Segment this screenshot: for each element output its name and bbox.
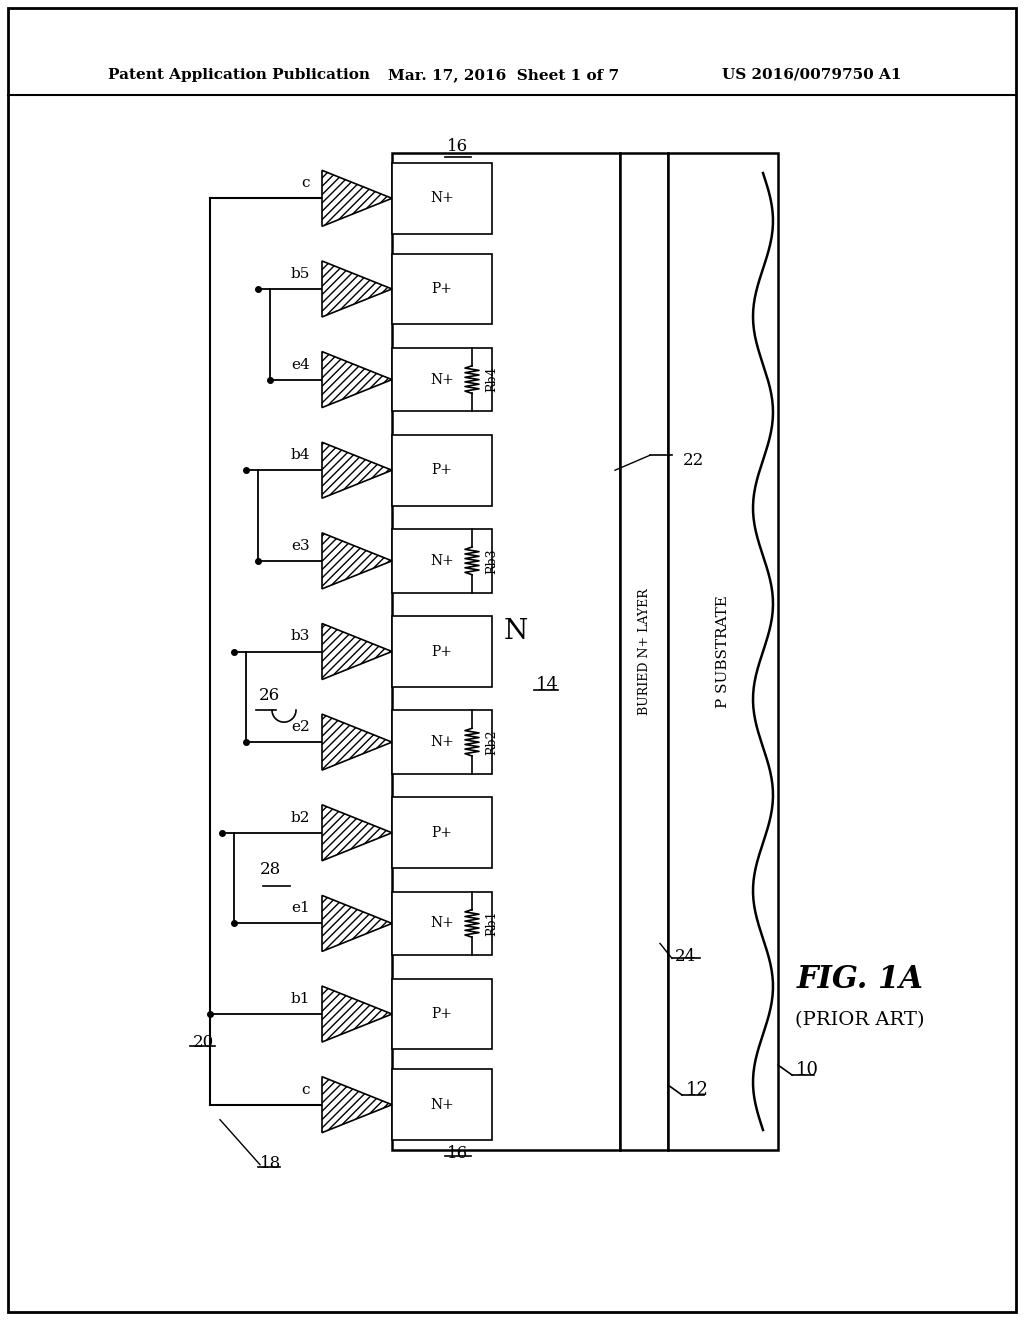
Text: (PRIOR ART): (PRIOR ART) [796,1011,925,1030]
Text: N+: N+ [430,1098,454,1111]
Text: Patent Application Publication: Patent Application Publication [108,69,370,82]
Text: b5: b5 [291,267,310,281]
Text: P+: P+ [431,826,453,840]
Polygon shape [322,714,392,770]
Bar [392,710,492,774]
Text: N+: N+ [430,191,454,206]
Bar [620,153,668,1150]
Text: 28: 28 [259,862,281,878]
Text: 12: 12 [686,1081,709,1100]
Bar [392,162,492,234]
Text: BURIED N+ LAYER: BURIED N+ LAYER [638,589,650,715]
Polygon shape [322,895,392,952]
Bar [392,434,492,506]
Text: N+: N+ [430,916,454,931]
Bar [392,253,492,325]
Bar [392,891,492,956]
Text: b3: b3 [291,630,310,644]
Bar [392,153,620,1150]
Text: P SUBSTRATE: P SUBSTRATE [716,595,730,708]
Text: c: c [301,1082,310,1097]
Bar [392,347,492,412]
Polygon shape [322,533,392,589]
Text: Mar. 17, 2016  Sheet 1 of 7: Mar. 17, 2016 Sheet 1 of 7 [388,69,620,82]
Text: e4: e4 [291,358,310,372]
Text: 26: 26 [258,688,280,704]
Text: c: c [301,177,310,190]
Text: 18: 18 [260,1155,282,1172]
Bar [668,153,778,1150]
Polygon shape [322,351,392,408]
Text: Rb1: Rb1 [485,911,498,936]
Text: 10: 10 [796,1061,819,1078]
Text: 22: 22 [683,451,705,469]
Text: b4: b4 [291,449,310,462]
Text: e2: e2 [291,721,310,734]
Bar [392,1069,492,1140]
Text: P+: P+ [431,1007,453,1022]
Text: Rb3: Rb3 [485,548,498,574]
Text: P+: P+ [431,463,453,478]
Text: N: N [504,618,528,645]
Text: 20: 20 [193,1034,214,1051]
Bar [392,797,492,869]
Text: N+: N+ [430,735,454,750]
Text: 14: 14 [536,676,559,694]
Polygon shape [322,623,392,680]
Polygon shape [322,170,392,226]
Text: b1: b1 [291,993,310,1006]
Text: N+: N+ [430,372,454,387]
Polygon shape [322,442,392,498]
Text: Rb4: Rb4 [485,367,498,392]
Text: e1: e1 [291,902,310,915]
Bar [392,978,492,1049]
Text: P+: P+ [431,644,453,659]
Text: Rb2: Rb2 [485,730,498,755]
Text: N+: N+ [430,554,454,568]
Text: US 2016/0079750 A1: US 2016/0079750 A1 [722,69,901,82]
Text: e3: e3 [292,539,310,553]
Polygon shape [322,1077,392,1133]
Text: 16: 16 [447,1144,468,1162]
Polygon shape [322,986,392,1041]
Polygon shape [322,805,392,861]
Text: 16: 16 [447,139,468,154]
Text: FIG. 1A: FIG. 1A [797,965,924,995]
Text: 24: 24 [675,948,696,965]
Text: P+: P+ [431,282,453,296]
Text: b2: b2 [291,810,310,825]
Bar [392,616,492,686]
Bar [392,529,492,593]
Polygon shape [322,261,392,317]
